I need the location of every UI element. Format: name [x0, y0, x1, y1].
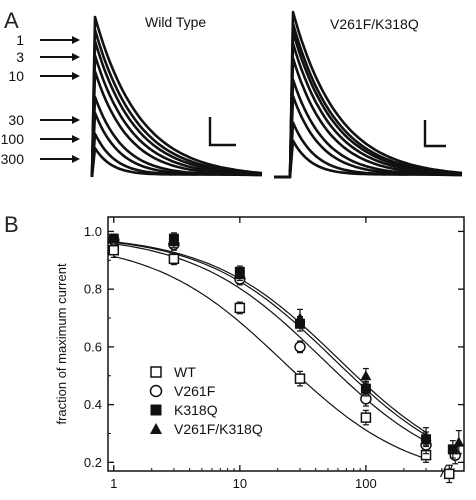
data-point — [108, 244, 120, 256]
plot-frame — [107, 216, 465, 472]
data-point — [360, 383, 371, 394]
fit-curve — [113, 241, 427, 436]
mutant-trace-title: V261F/K318Q — [330, 16, 419, 32]
concentration-label: 300 — [1, 151, 25, 167]
current-trace — [274, 10, 463, 179]
legend-marker — [149, 384, 163, 398]
legend-marker — [150, 423, 162, 434]
chart-axes: 0.2 0.4 0.6 0.8 1.0 1 10 100 fraction of maximum… — [54, 216, 465, 491]
legend-label: K318Q — [174, 402, 218, 418]
arrow-head — [72, 116, 80, 124]
data-point — [234, 269, 246, 280]
mutant-scale-bar — [423, 120, 446, 148]
y-tick-label: 0.2 — [84, 455, 102, 470]
wt-current-traces — [90, 15, 263, 178]
data-point — [108, 233, 120, 244]
data-point — [168, 253, 180, 265]
data-point — [294, 312, 306, 323]
data-point — [420, 430, 432, 441]
current-trace — [274, 94, 462, 179]
arrow-head — [72, 135, 80, 143]
mutant-current-traces — [274, 10, 463, 179]
legend-label: V261F — [174, 383, 215, 399]
data-point — [447, 444, 458, 455]
current-trace — [274, 139, 462, 179]
data-point — [360, 412, 372, 423]
current-trace — [90, 15, 263, 178]
panel-a-letter: A — [4, 8, 19, 33]
chart-legend: WT V261F K318Q V261F/K318Q — [149, 364, 263, 437]
data-point — [443, 468, 455, 480]
current-trace — [90, 146, 262, 178]
concentration-label: 10 — [8, 68, 24, 84]
concentration-label: 1 — [16, 32, 24, 48]
concentration-label: 100 — [1, 131, 25, 147]
wt-scale-bar — [208, 117, 236, 147]
inhibition-chart: 0.2 0.4 0.6 0.8 1.0 1 10 100 fraction of maximum… — [54, 216, 465, 491]
legend-label: WT — [174, 364, 196, 380]
wt-trace-title: Wild Type — [145, 14, 206, 30]
panel-b-letter: B — [4, 212, 19, 237]
y-tick-label: 1.0 — [84, 224, 102, 239]
fit-curve — [113, 243, 427, 442]
data-point — [294, 341, 306, 353]
fit-curve — [113, 255, 427, 460]
arrow-head — [72, 36, 80, 44]
y-tick-label: 0.6 — [84, 339, 102, 354]
y-tick-label: 0.4 — [84, 397, 102, 412]
concentration-label: 30 — [8, 112, 24, 128]
current-trace — [90, 28, 263, 178]
data-point — [453, 436, 465, 447]
data-point — [294, 373, 306, 384]
data-point — [234, 302, 246, 314]
data-point — [168, 236, 180, 247]
arrow-head — [72, 155, 80, 163]
x-tick-label: 10 — [233, 476, 247, 491]
fit-curves — [113, 241, 427, 460]
data-point — [360, 370, 372, 381]
concentration-labels: 13 10 30 100 300 — [1, 32, 80, 167]
y-axis-title: fraction of maximum current — [54, 263, 69, 424]
legend-marker — [150, 404, 162, 416]
legend-marker — [150, 366, 162, 378]
concentration-label: 3 — [16, 49, 24, 65]
legend-label: V261F/K318Q — [174, 421, 263, 437]
x-tick-label: 1 — [110, 476, 117, 491]
arrow-head — [72, 53, 80, 61]
arrow-head — [72, 72, 80, 80]
x-tick-label: 100 — [355, 476, 377, 491]
data-points — [108, 232, 465, 484]
fit-curve — [113, 241, 427, 433]
y-tick-label: 0.8 — [84, 282, 102, 297]
